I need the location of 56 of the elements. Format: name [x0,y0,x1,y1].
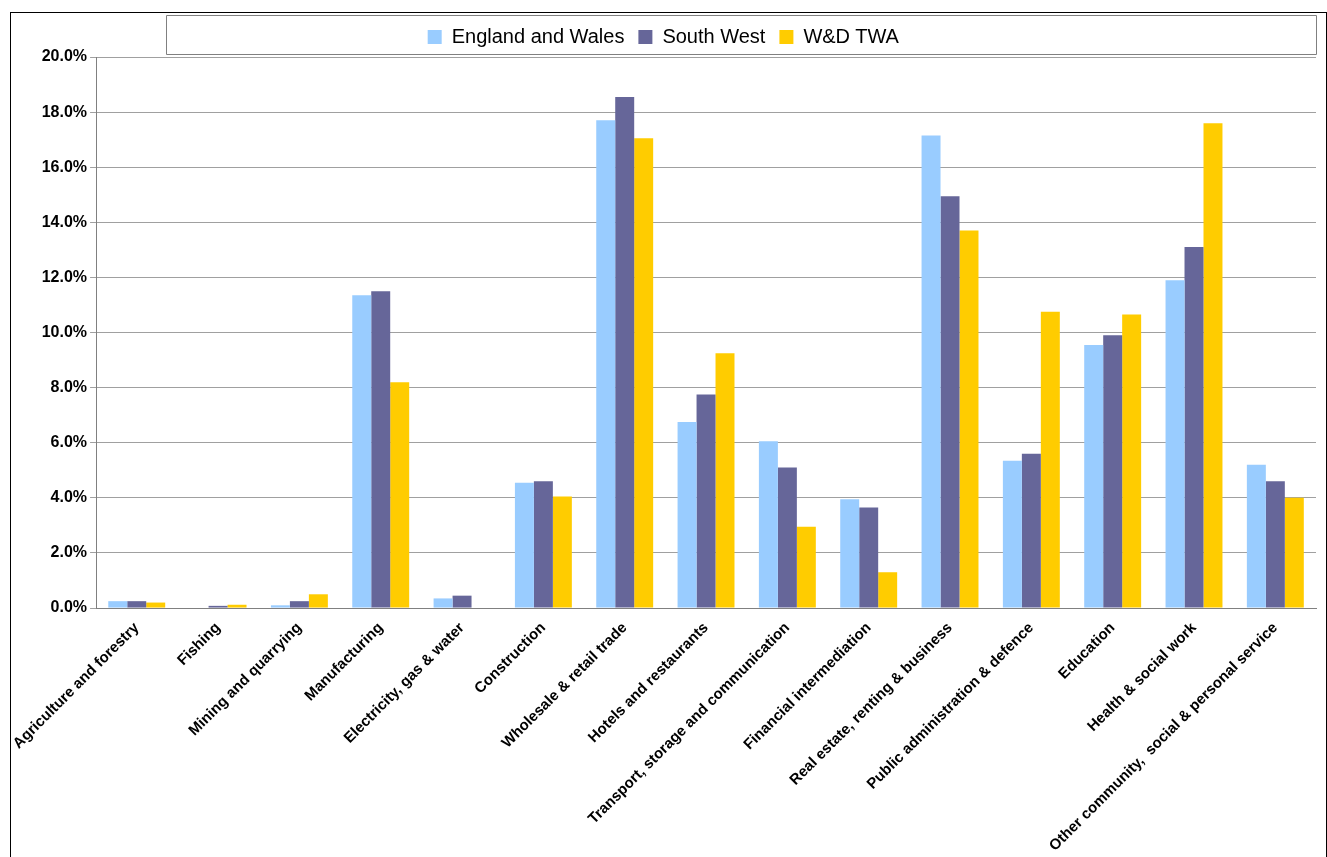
bar [308,594,328,608]
bar [715,353,735,608]
bar [108,601,128,608]
legend-label: England and Wales [451,24,625,47]
y-tick-label: 0.0% [50,598,88,616]
legend-label: South West [662,24,766,47]
bar [596,120,616,608]
bar [878,572,898,608]
bar [433,598,453,608]
bar [1184,247,1204,608]
bar [634,138,654,608]
y-tick-label: 18.0% [41,102,88,120]
bar [940,196,960,608]
bar [1284,497,1304,608]
bar [796,526,816,608]
bar [615,96,635,608]
bar [921,135,941,608]
bar [289,601,309,608]
bar [1084,344,1104,608]
bar [127,601,147,608]
bar [1165,280,1185,608]
bar [696,394,716,608]
bar [533,481,553,608]
y-tick-label: 20.0% [41,47,88,65]
y-tick-label: 6.0% [50,433,88,451]
bar [1103,335,1123,608]
legend-label: W&D TWA [803,24,900,47]
bar [1203,123,1223,608]
bar [514,482,534,608]
bar [452,595,472,608]
y-tick-label: 10.0% [41,322,88,340]
bar [270,605,290,608]
bar [371,291,391,608]
y-tick-label: 8.0% [50,378,88,396]
bar [146,602,166,608]
bar [227,604,247,608]
bar [840,499,860,608]
bar [1265,481,1285,608]
bar [677,422,697,608]
bar [1246,464,1266,608]
bar [777,467,797,608]
y-tick-label: 12.0% [41,267,88,285]
bar [758,441,778,608]
bar [1021,453,1041,608]
bar [859,507,879,608]
y-tick-label: 4.0% [50,488,88,506]
y-tick-label: 16.0% [41,157,88,175]
bar [1122,314,1142,608]
y-tick-label: 14.0% [41,212,88,230]
bar [352,295,372,608]
bar [1040,311,1060,608]
bar [959,230,979,608]
y-tick-label: 2.0% [50,543,88,561]
bar [552,496,572,608]
bar [1002,460,1022,608]
bar [390,382,410,608]
